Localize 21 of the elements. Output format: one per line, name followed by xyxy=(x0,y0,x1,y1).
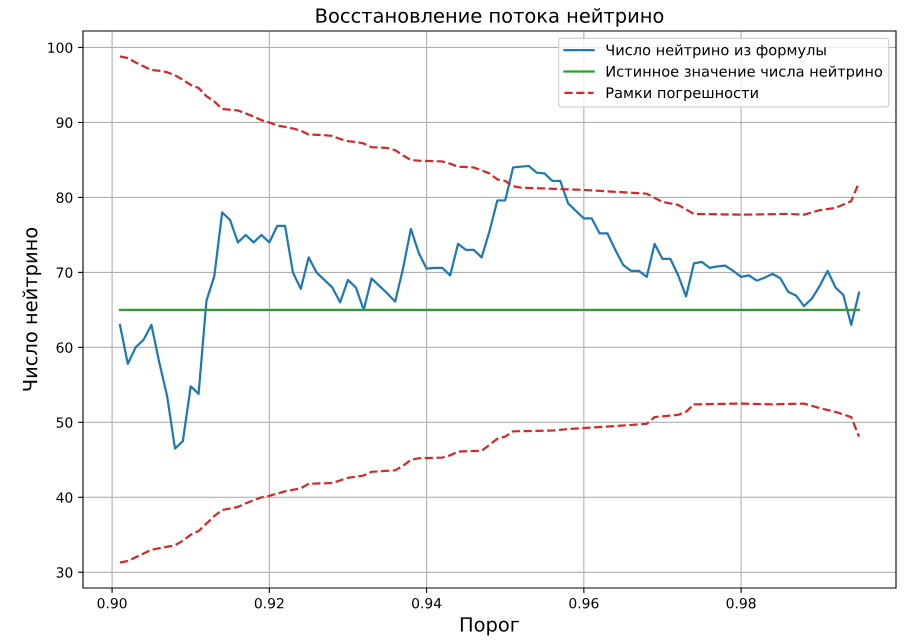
y-tick-label: 70 xyxy=(56,267,72,278)
x-tick-label: 0.94 xyxy=(412,598,442,608)
x-tick-label: 0.90 xyxy=(98,598,127,608)
x-tick-label: 0.98 xyxy=(726,598,756,608)
x-axis-title: Порог xyxy=(460,617,520,636)
y-tick-label: 90 xyxy=(56,117,72,128)
y-tick-label: 80 xyxy=(56,192,72,203)
y-axis-title: Число нейтрино xyxy=(22,228,42,391)
x-tick-label: 0.92 xyxy=(254,598,284,608)
y-tick-label: 60 xyxy=(56,342,72,353)
line-series xyxy=(118,402,860,564)
chart-title: Восстановление потока нейтрино xyxy=(316,8,664,27)
legend-label: Число нейтрино из формулы xyxy=(606,44,826,58)
line-series xyxy=(118,164,860,450)
legend-label: Рамки погрешности xyxy=(606,87,758,102)
y-tick-label: 50 xyxy=(56,417,72,428)
y-tick-label: 40 xyxy=(56,492,72,503)
x-tick-label: 0.96 xyxy=(569,598,598,608)
legend-label: Истинное значение числа нейтрино xyxy=(606,66,882,80)
y-tick-label: 30 xyxy=(56,567,72,578)
y-tick-label: 100 xyxy=(48,42,72,53)
